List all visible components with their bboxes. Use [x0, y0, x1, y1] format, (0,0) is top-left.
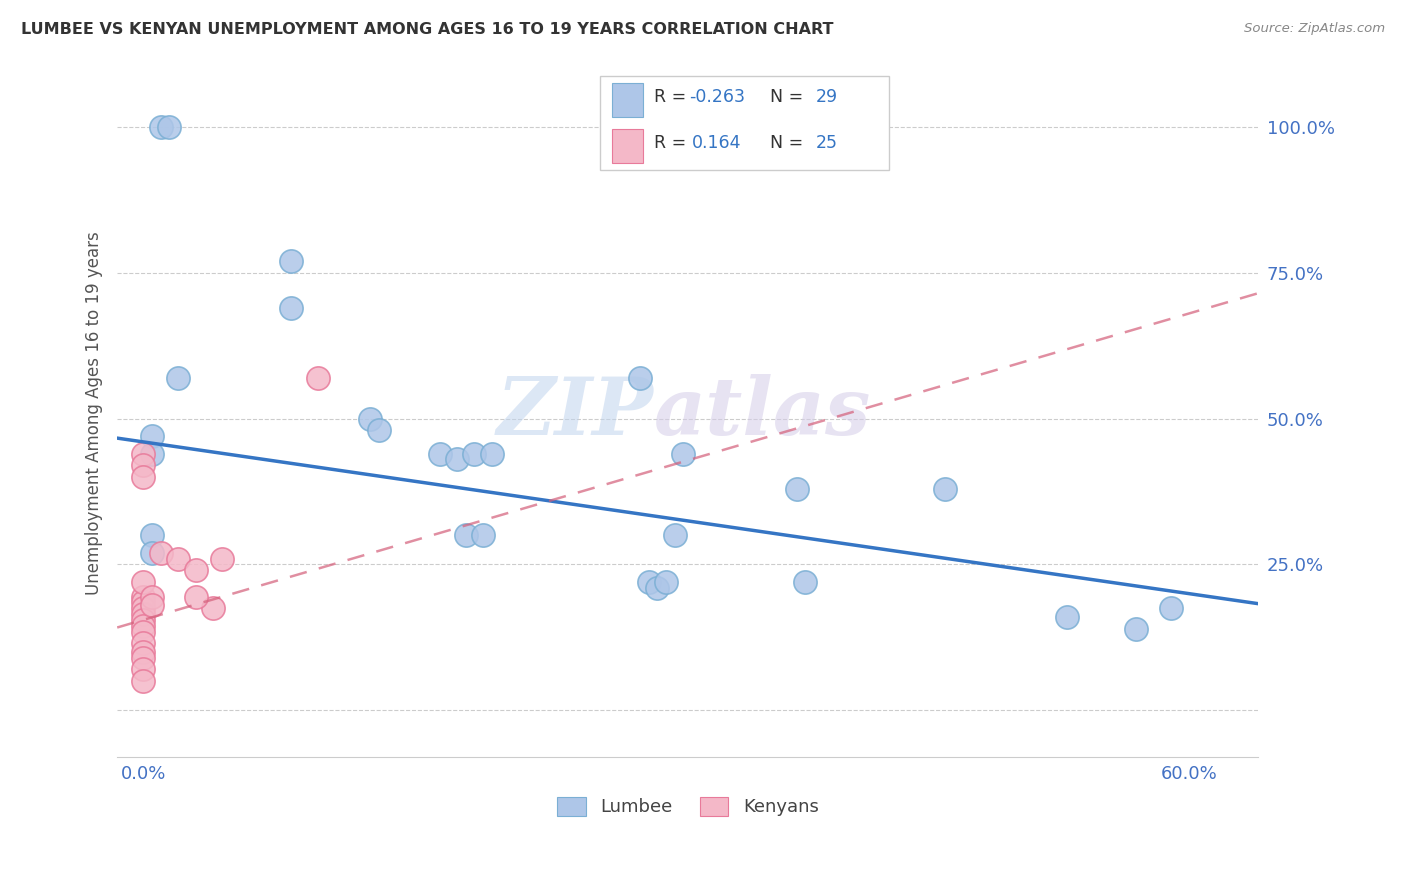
Point	[211, 551, 233, 566]
Point	[141, 446, 163, 460]
Point	[132, 662, 155, 676]
Point	[132, 607, 155, 621]
Y-axis label: Unemployment Among Ages 16 to 19 years: Unemployment Among Ages 16 to 19 years	[86, 231, 103, 595]
Point	[132, 636, 155, 650]
Point	[132, 590, 155, 604]
Text: atlas: atlas	[654, 374, 870, 451]
Point	[280, 254, 302, 268]
Text: -0.263: -0.263	[689, 88, 745, 106]
Point	[934, 482, 956, 496]
Point	[359, 411, 381, 425]
Point	[141, 429, 163, 443]
Text: LUMBEE VS KENYAN UNEMPLOYMENT AMONG AGES 16 TO 19 YEARS CORRELATION CHART: LUMBEE VS KENYAN UNEMPLOYMENT AMONG AGES…	[21, 22, 834, 37]
Point	[149, 546, 172, 560]
Point	[446, 452, 468, 467]
Point	[307, 370, 329, 384]
Point	[159, 120, 181, 134]
Point	[367, 423, 389, 437]
Point	[628, 370, 651, 384]
Text: R =: R =	[654, 88, 692, 106]
Point	[141, 528, 163, 542]
Point	[132, 645, 155, 659]
Point	[647, 581, 669, 595]
Point	[167, 370, 190, 384]
Text: 25: 25	[815, 135, 838, 153]
Point	[794, 574, 817, 589]
Point	[1056, 610, 1078, 624]
Text: N =: N =	[759, 135, 808, 153]
Text: ZIP: ZIP	[496, 374, 654, 451]
Point	[132, 613, 155, 627]
Point	[280, 301, 302, 315]
Point	[132, 674, 155, 689]
Point	[132, 458, 155, 473]
Point	[672, 446, 695, 460]
Point	[655, 574, 678, 589]
Point	[184, 563, 207, 577]
Point	[664, 528, 686, 542]
Point	[132, 601, 155, 615]
Text: 0.164: 0.164	[692, 135, 741, 153]
Point	[786, 482, 808, 496]
Point	[132, 470, 155, 484]
Point	[132, 446, 155, 460]
Point	[141, 546, 163, 560]
Point	[132, 624, 155, 639]
Point	[132, 618, 155, 632]
Point	[167, 551, 190, 566]
Text: N =: N =	[759, 88, 808, 106]
Point	[472, 528, 495, 542]
Point	[429, 446, 451, 460]
Text: 29: 29	[815, 88, 838, 106]
Point	[132, 595, 155, 609]
Text: R =: R =	[654, 135, 697, 153]
Point	[463, 446, 485, 460]
Point	[202, 601, 225, 615]
Legend: Lumbee, Kenyans: Lumbee, Kenyans	[550, 789, 825, 823]
Point	[141, 590, 163, 604]
Text: Source: ZipAtlas.com: Source: ZipAtlas.com	[1244, 22, 1385, 36]
Point	[1160, 601, 1182, 615]
Point	[637, 574, 659, 589]
Point	[141, 599, 163, 613]
Point	[184, 590, 207, 604]
Point	[149, 120, 172, 134]
Point	[454, 528, 477, 542]
Point	[132, 574, 155, 589]
Point	[132, 650, 155, 665]
Point	[481, 446, 503, 460]
Point	[1125, 622, 1147, 636]
